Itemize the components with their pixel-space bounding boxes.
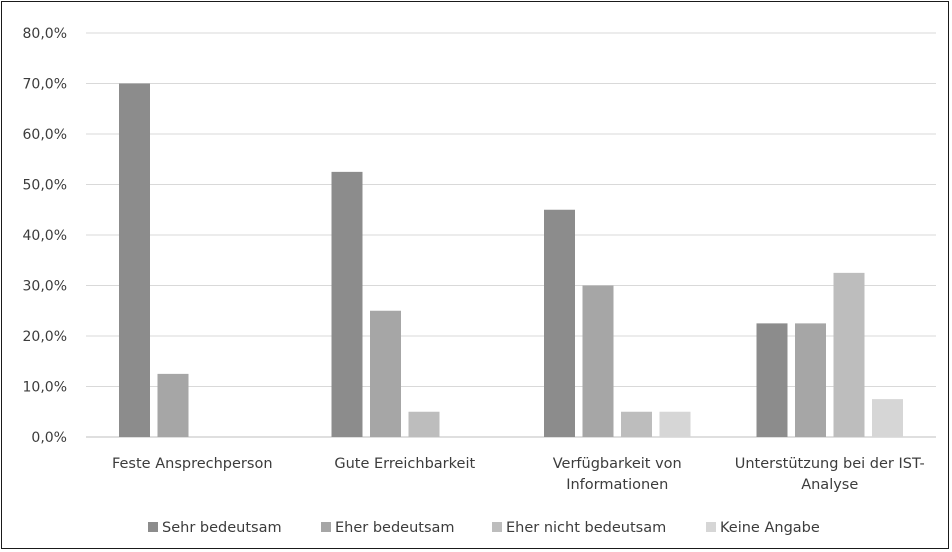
legend-label: Eher nicht bedeutsam [506, 520, 666, 536]
bar [756, 323, 788, 437]
bar [795, 323, 826, 437]
x-category-label: Feste Ansprechperson [112, 456, 273, 472]
bar [544, 209, 575, 437]
legend-swatch [706, 522, 716, 532]
bar [370, 310, 401, 437]
y-tick-label: 60,0% [23, 127, 67, 143]
y-tick-label: 20,0% [23, 329, 67, 345]
x-category-label: Gute Erreichbarkeit [334, 456, 475, 472]
legend-label: Sehr bedeutsam [162, 520, 282, 536]
legend-label: Keine Angabe [720, 520, 820, 536]
y-tick-label: 0,0% [31, 430, 67, 446]
bar [582, 285, 614, 437]
legend-swatch [492, 522, 502, 532]
y-tick-label: 80,0% [23, 26, 67, 42]
y-tick-label: 10,0% [23, 380, 67, 396]
bar [119, 83, 150, 437]
y-tick-label: 50,0% [23, 178, 67, 194]
y-tick-label: 30,0% [23, 279, 67, 295]
bar [157, 373, 189, 437]
x-category-label: Informationen [566, 477, 668, 493]
bar [833, 272, 865, 437]
x-category-label: Verfügbarkeit von [553, 456, 682, 472]
bar [872, 399, 903, 437]
legend-label: Eher bedeutsam [335, 520, 455, 536]
y-tick-label: 40,0% [23, 228, 67, 244]
bar [659, 411, 691, 437]
y-tick-label: 70,0% [23, 77, 67, 93]
x-category-label: Unterstützung bei der IST- [735, 456, 925, 472]
bar [621, 411, 652, 437]
bar [408, 411, 440, 437]
legend-swatch [321, 522, 331, 532]
x-category-label: Analyse [801, 477, 858, 493]
legend-swatch [148, 522, 158, 532]
bar [331, 171, 363, 437]
